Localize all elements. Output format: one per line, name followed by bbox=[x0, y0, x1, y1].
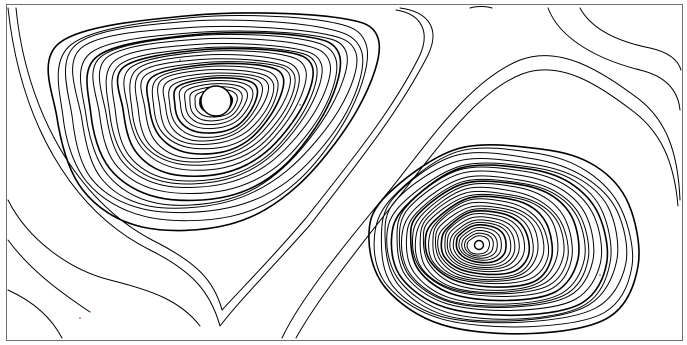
vortex-ring bbox=[64, 19, 364, 214]
seed-markers bbox=[79, 59, 601, 319]
vortex-ring bbox=[428, 198, 550, 285]
vortex-ring bbox=[424, 195, 554, 288]
vortex-ring bbox=[98, 37, 331, 188]
vortex-ring bbox=[455, 224, 507, 264]
vortex-ring bbox=[111, 46, 318, 182]
vortex-ring bbox=[398, 170, 595, 308]
vortex-ring bbox=[116, 47, 314, 178]
vortex-ring bbox=[72, 25, 358, 209]
vortex-ring bbox=[434, 205, 539, 281]
vortex-ring bbox=[368, 144, 640, 335]
vortex-ring bbox=[390, 164, 609, 317]
vortex-ring bbox=[86, 31, 342, 202]
vortex-ring bbox=[168, 75, 263, 138]
vortex-ring bbox=[178, 80, 254, 130]
vortex-ring bbox=[400, 175, 590, 307]
vortex-ring bbox=[157, 68, 275, 145]
vortex-ring bbox=[444, 212, 525, 273]
vortex-ring bbox=[134, 58, 296, 163]
streamline bbox=[7, 239, 91, 313]
streamline bbox=[281, 55, 681, 339]
vortex-ring bbox=[162, 72, 270, 142]
vortex-ring bbox=[184, 83, 248, 126]
vortex-ring bbox=[140, 61, 291, 160]
vortex-ring bbox=[463, 232, 494, 257]
vortex-ring bbox=[419, 190, 565, 294]
upper-left-vortex bbox=[47, 12, 381, 232]
vortex-ring bbox=[409, 180, 580, 302]
seed-marker bbox=[599, 274, 601, 276]
streamline bbox=[295, 69, 679, 339]
vortex-ring bbox=[437, 208, 534, 278]
vortex-ring bbox=[173, 77, 259, 134]
vortex-ring bbox=[432, 201, 545, 282]
vortex-ring bbox=[57, 15, 368, 222]
vortex-ring bbox=[105, 43, 323, 185]
streamline bbox=[7, 289, 63, 339]
vortex-ring bbox=[466, 235, 490, 255]
streamline bbox=[15, 7, 425, 311]
streamline bbox=[7, 199, 201, 327]
vortex-ring bbox=[414, 186, 569, 295]
seed-marker bbox=[79, 317, 81, 319]
vortex-ring bbox=[123, 50, 307, 171]
streamline bbox=[547, 7, 681, 111]
vortex-ring bbox=[458, 227, 502, 261]
vortex-ring bbox=[396, 166, 603, 312]
vortex-ring bbox=[79, 30, 348, 206]
vortex-ring bbox=[47, 12, 381, 232]
outer-streamlines bbox=[7, 6, 682, 339]
vortex-ring bbox=[151, 65, 279, 150]
vortex-ring bbox=[411, 182, 573, 298]
vortex-core bbox=[473, 239, 485, 251]
streamline bbox=[7, 7, 434, 327]
vortex-ring bbox=[461, 229, 498, 259]
seed-marker bbox=[484, 209, 486, 211]
vortex-ring bbox=[129, 53, 300, 166]
vortex-ring bbox=[452, 221, 512, 266]
seed-marker bbox=[179, 59, 181, 61]
plot-frame bbox=[6, 4, 683, 341]
vortex-ring bbox=[449, 219, 516, 268]
vortex-ring bbox=[446, 216, 520, 270]
streamline bbox=[579, 7, 682, 71]
vortex-ring bbox=[384, 158, 619, 322]
vortex-core bbox=[200, 85, 232, 117]
vortex-ring bbox=[373, 147, 634, 328]
vortex-ring bbox=[380, 152, 628, 324]
vortex-ring bbox=[92, 33, 338, 194]
lower-right-vortex bbox=[368, 144, 640, 335]
streamline bbox=[469, 6, 493, 9]
vortex-ring bbox=[422, 193, 559, 291]
vortex-ring bbox=[146, 62, 285, 155]
vortex-ring bbox=[405, 178, 586, 305]
vortex-ring bbox=[440, 209, 531, 276]
vortex-ring bbox=[386, 162, 612, 320]
seed-marker bbox=[299, 104, 301, 106]
vortex-ring bbox=[189, 86, 243, 122]
